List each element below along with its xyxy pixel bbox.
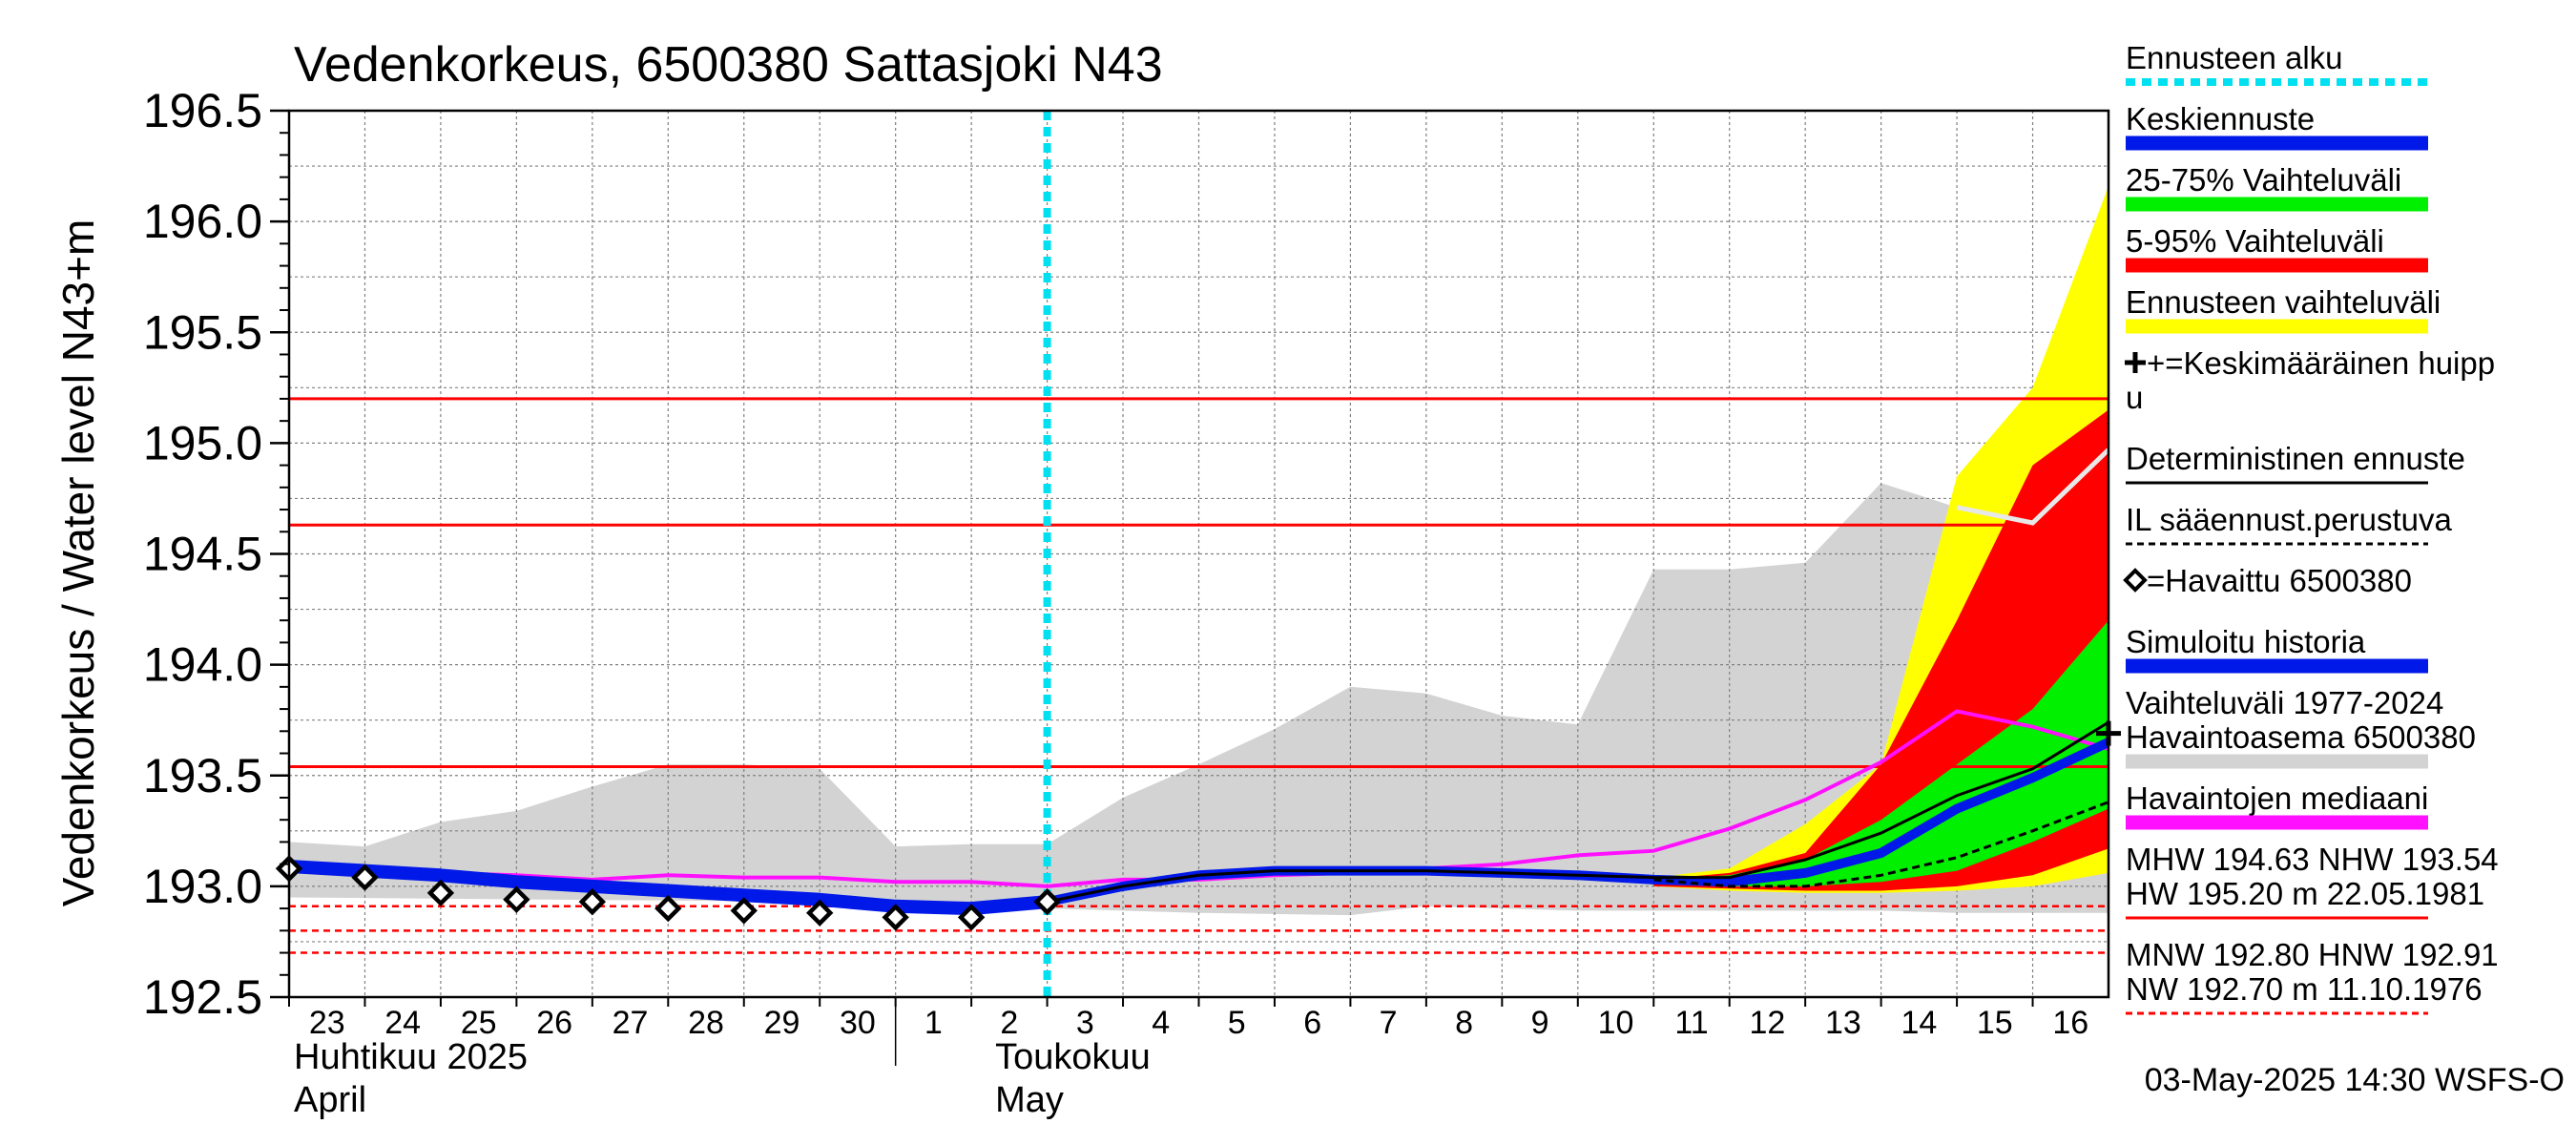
x-day-label: 3 bbox=[1076, 1005, 1094, 1041]
legend-label: IL sääennust.perustuva bbox=[2126, 502, 2452, 537]
plot-clip-group bbox=[289, 111, 2109, 997]
legend-label: Simuloitu historia bbox=[2126, 624, 2366, 659]
legend-label: Keskiennuste bbox=[2126, 101, 2315, 136]
observed-point bbox=[806, 899, 834, 926]
x-day-label: 25 bbox=[461, 1005, 497, 1041]
y-tick-label: 194.5 bbox=[143, 528, 262, 581]
x-day-label: 1 bbox=[924, 1005, 943, 1041]
x-day-label: 8 bbox=[1455, 1005, 1473, 1041]
y-tick-label: 196.0 bbox=[143, 195, 262, 248]
y-tick-label: 195.5 bbox=[143, 305, 262, 359]
month-label-fi: Huhtikuu 2025 bbox=[294, 1037, 528, 1077]
y-axis-label: Vedenkorkeus / Water level N43+m bbox=[53, 219, 103, 907]
legend-label: MNW 192.80 HNW 192.91 bbox=[2126, 937, 2499, 972]
x-day-label: 26 bbox=[536, 1005, 572, 1041]
legend-label-second-line: NW 192.70 m 11.10.1976 bbox=[2126, 971, 2483, 1007]
x-day-label: 28 bbox=[688, 1005, 724, 1041]
deterministic-forecast-line bbox=[1047, 720, 2109, 904]
observed-point bbox=[882, 904, 909, 931]
legend-label-second-line: u bbox=[2126, 380, 2143, 415]
legend-label: +=Keskimääräinen huipp bbox=[2147, 345, 2495, 381]
x-day-label: 30 bbox=[840, 1005, 876, 1041]
x-day-label: 29 bbox=[764, 1005, 800, 1041]
x-day-label: 7 bbox=[1380, 1005, 1398, 1041]
x-day-label: 4 bbox=[1152, 1005, 1170, 1041]
observed-point bbox=[654, 894, 682, 923]
observed-point bbox=[426, 879, 455, 907]
x-day-label: 24 bbox=[384, 1005, 421, 1041]
legend-label: Ennusteen vaihteluväli bbox=[2126, 284, 2441, 320]
history-max-line bbox=[1956, 448, 2109, 526]
legend-label: 5-95% Vaihteluväli bbox=[2126, 223, 2384, 259]
y-tick-label: 194.0 bbox=[143, 638, 262, 692]
legend-label: Deterministinen ennuste bbox=[2126, 441, 2465, 476]
x-day-label: 2 bbox=[1000, 1005, 1018, 1041]
chart-title: Vedenkorkeus, 6500380 Sattasjoki N43 bbox=[294, 37, 1163, 93]
legend-label: Havaintojen mediaani bbox=[2126, 781, 2428, 816]
x-day-label: 12 bbox=[1750, 1005, 1786, 1041]
axes: 196.5 196.0 195.5 195.0 194.5 194.0 193.5 193.0… bbox=[143, 84, 2110, 1120]
legend-label: Vaihteluväli 1977-2024 bbox=[2126, 685, 2443, 720]
band-25-75 bbox=[1653, 620, 2109, 886]
y-tick-label: 192.5 bbox=[143, 970, 262, 1024]
x-day-label: 14 bbox=[1901, 1005, 1937, 1041]
observed-point bbox=[957, 904, 986, 931]
history-range-band bbox=[289, 483, 2109, 916]
legend-label: =Havaittu 6500380 bbox=[2147, 563, 2412, 598]
x-day-label: 27 bbox=[613, 1005, 649, 1041]
x-day-label: 23 bbox=[309, 1005, 345, 1041]
x-day-label: 15 bbox=[1977, 1005, 2013, 1041]
observed-point bbox=[1033, 887, 1061, 916]
legend-diamond-icon bbox=[2123, 568, 2148, 593]
legend-label: 25-75% Vaihteluväli bbox=[2126, 162, 2401, 198]
legend-label-second-line: Havaintoasema 6500380 bbox=[2126, 719, 2476, 755]
legend-label: Ennusteen alku bbox=[2126, 40, 2343, 75]
y-tick-label: 193.0 bbox=[143, 860, 262, 913]
il-forecast-line bbox=[1653, 801, 2109, 888]
legend-plus-icon bbox=[2125, 352, 2146, 373]
x-day-label: 10 bbox=[1598, 1005, 1634, 1041]
simulated-history-line bbox=[289, 860, 1049, 916]
y-tick-label: 193.5 bbox=[143, 749, 262, 802]
observed-point bbox=[730, 897, 758, 925]
y-tick-label: 195.0 bbox=[143, 416, 262, 469]
observed-point bbox=[351, 864, 379, 891]
x-day-label: 6 bbox=[1303, 1005, 1321, 1041]
x-day-label: 16 bbox=[2052, 1005, 2088, 1041]
month-label-en: May bbox=[995, 1080, 1064, 1120]
x-day-label: 9 bbox=[1531, 1005, 1549, 1041]
legend-label: MHW 194.63 NHW 193.54 bbox=[2126, 842, 2499, 877]
legend: Ennusteen alku Keskiennuste 25-75% Vaihtel… bbox=[2123, 40, 2499, 1015]
month-label-en: April bbox=[294, 1080, 366, 1120]
y-tick-label: 196.5 bbox=[143, 84, 262, 137]
legend-label-second-line: HW 195.20 m 22.05.1981 bbox=[2126, 876, 2484, 911]
x-day-label: 5 bbox=[1228, 1005, 1246, 1041]
month-label-fi: Toukokuu bbox=[995, 1037, 1151, 1077]
observed-point bbox=[578, 887, 607, 916]
plot-area bbox=[275, 111, 2121, 997]
footer-timestamp: 03-May-2025 14:30 WSFS-O bbox=[2145, 1062, 2565, 1098]
x-day-label: 13 bbox=[1825, 1005, 1861, 1041]
x-day-label: 11 bbox=[1674, 1005, 1708, 1041]
observed-point bbox=[503, 885, 530, 913]
